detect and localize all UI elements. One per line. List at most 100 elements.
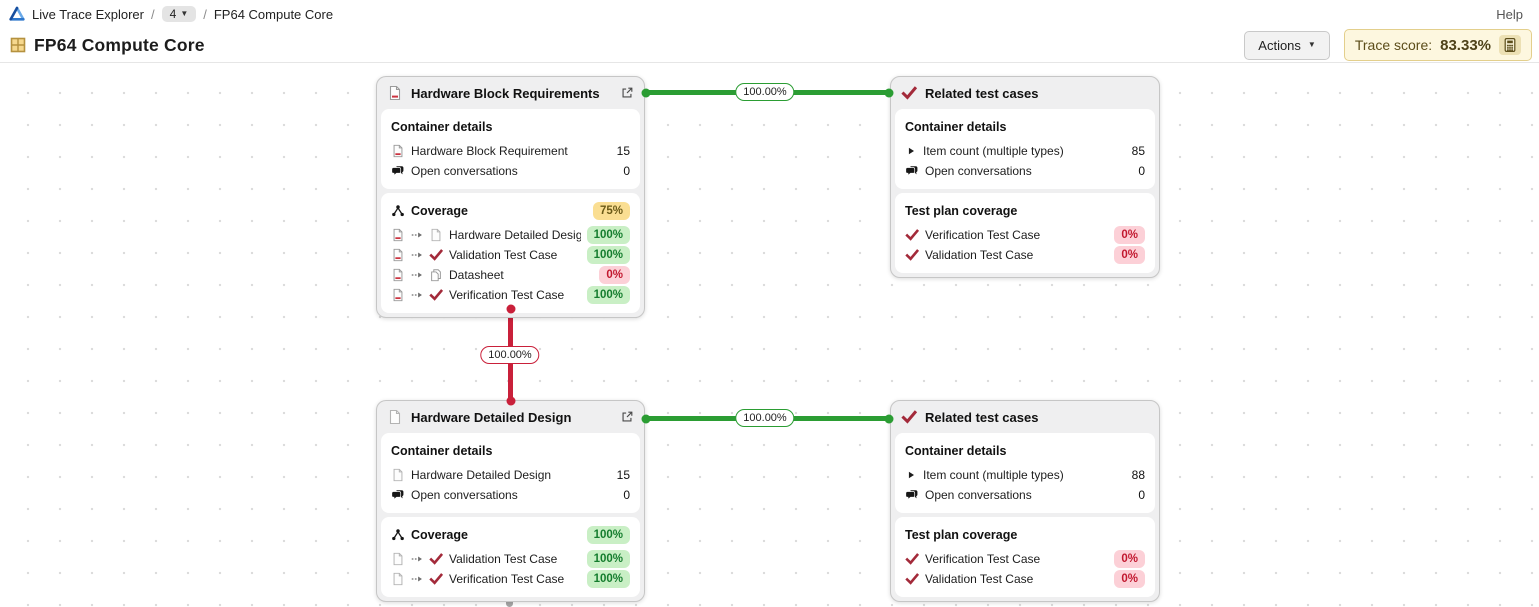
trace-score-label: Trace score:: [1354, 37, 1433, 53]
copy-pages-icon: [429, 268, 443, 282]
container-details-section: Container details Hardware Block Require…: [381, 109, 640, 189]
actions-button-label: Actions: [1258, 37, 1301, 53]
detail-row: Open conversations 0: [391, 161, 630, 181]
trace-canvas[interactable]: [0, 62, 1539, 607]
set-grid-icon: [10, 37, 26, 53]
coverage-badge: 100%: [586, 550, 630, 568]
actions-button[interactable]: Actions ▼: [1244, 30, 1330, 60]
document-red-underline-icon: [391, 228, 405, 242]
chevron-down-icon: ▼: [1307, 40, 1316, 49]
connector-endpoint-dot: [506, 396, 515, 406]
connector-score-pill: 100.00%: [735, 409, 795, 427]
detail-row: Hardware Block Requirement 15: [391, 141, 630, 161]
coverage-badge: 0%: [599, 266, 630, 284]
row-label: Open conversations: [925, 488, 1032, 502]
coverage-row: Verification Test Case 0%: [905, 225, 1145, 245]
row-label: Validation Test Case: [449, 552, 558, 566]
detail-row: Open conversations 0: [391, 485, 630, 505]
section-heading-label: Coverage: [411, 204, 468, 218]
document-icon: [387, 409, 403, 425]
coverage-badge: 100%: [586, 526, 630, 544]
card-related-test-cases-bottom[interactable]: Related test cases Container details Ite…: [890, 400, 1160, 602]
test-plan-coverage-section: Test plan coverage Verification Test Cas…: [895, 193, 1155, 273]
breadcrumb-app[interactable]: Live Trace Explorer: [32, 6, 144, 22]
row-value: 0: [623, 488, 630, 502]
test-plan-coverage-section: Test plan coverage Verification Test Cas…: [895, 517, 1155, 597]
calculator-icon: [1502, 37, 1518, 53]
breadcrumb: Live Trace Explorer / 4 ▼ / FP64 Compute…: [0, 0, 1539, 28]
coverage-row: Verification Test Case 100%: [391, 285, 630, 305]
red-check-icon: [905, 572, 919, 586]
connector-score-pill: 100.00%: [735, 83, 795, 101]
container-details-section: Container details Hardware Detailed Desi…: [381, 433, 640, 513]
connector-endpoint-dot: [641, 88, 651, 97]
row-label: Item count (multiple types): [923, 144, 1064, 158]
trace-score-value: 83.33%: [1440, 36, 1491, 54]
external-link-icon[interactable]: [620, 410, 634, 424]
section-heading: Container details: [391, 120, 493, 134]
coverage-row: Validation Test Case 0%: [905, 245, 1145, 265]
card-title: Hardware Detailed Design: [411, 409, 572, 425]
row-label: Verification Test Case: [449, 288, 565, 302]
document-red-underline-icon: [391, 288, 405, 302]
card-hardware-block-requirements[interactable]: Hardware Block Requirements Container de…: [376, 76, 645, 318]
coverage-badge: 0%: [1114, 570, 1145, 588]
red-check-icon: [429, 552, 443, 566]
card-hardware-detailed-design[interactable]: Hardware Detailed Design Container detai…: [376, 400, 645, 602]
row-label: Validation Test Case: [925, 248, 1034, 262]
connector-endpoint-dot: [884, 88, 894, 97]
page-title: FP64 Compute Core: [34, 34, 205, 55]
title-bar: FP64 Compute Core Actions ▼ Trace score:…: [0, 28, 1539, 62]
row-value: 88: [1131, 468, 1145, 482]
document-red-underline-icon: [391, 248, 405, 262]
row-label: Verification Test Case: [925, 228, 1041, 242]
card-header: Hardware Detailed Design: [377, 401, 644, 433]
expand-triangle-icon[interactable]: [905, 145, 917, 157]
document-icon: [429, 228, 443, 242]
expand-triangle-icon[interactable]: [905, 469, 917, 481]
row-label: Verification Test Case: [925, 552, 1041, 566]
external-link-icon[interactable]: [620, 86, 634, 100]
section-heading: Container details: [905, 120, 1007, 134]
help-link[interactable]: Help: [1496, 6, 1523, 22]
detail-row: Hardware Detailed Design 15: [391, 465, 630, 485]
card-title: Related test cases: [925, 85, 1039, 101]
connector-endpoint-dot: [506, 304, 515, 314]
trace-arrow-icon: [411, 573, 423, 585]
connector-score-pill: 100.00%: [480, 346, 540, 364]
coverage-badge: 0%: [1114, 226, 1145, 244]
document-icon: [391, 552, 405, 566]
card-header: Related test cases: [891, 77, 1159, 109]
coverage-row: Validation Test Case 0%: [905, 569, 1145, 589]
breadcrumb-separator: /: [151, 6, 155, 22]
container-details-section: Container details Item count (multiple t…: [895, 433, 1155, 513]
coverage-row: Hardware Detailed Design 100%: [391, 225, 630, 245]
card-header: Hardware Block Requirements: [377, 77, 644, 109]
row-value: 85: [1131, 144, 1145, 158]
card-related-test-cases-top[interactable]: Related test cases Container details Ite…: [890, 76, 1160, 278]
conversations-icon: [905, 164, 919, 178]
detail-row: Item count (multiple types) 88: [905, 465, 1145, 485]
breadcrumb-separator: /: [203, 6, 207, 22]
coverage-section: Coverage 75% Hardware Detailed Design 10…: [381, 193, 640, 313]
conversations-icon: [391, 488, 405, 502]
document-icon: [391, 468, 405, 482]
red-check-icon: [429, 572, 443, 586]
detail-row: Item count (multiple types) 85: [905, 141, 1145, 161]
row-label: Hardware Detailed Design: [449, 228, 581, 242]
row-label: Hardware Block Requirement: [411, 144, 568, 158]
row-value: 0: [623, 164, 630, 178]
red-check-icon: [429, 288, 443, 302]
coverage-row: Validation Test Case 100%: [391, 245, 630, 265]
row-label: Item count (multiple types): [923, 468, 1064, 482]
row-label: Verification Test Case: [449, 572, 565, 586]
document-icon: [391, 572, 405, 586]
trace-arrow-icon: [411, 269, 423, 281]
coverage-badge: 100%: [586, 246, 630, 264]
trace-score-box: Trace score: 83.33%: [1343, 29, 1532, 61]
coverage-row: Validation Test Case 100%: [391, 549, 630, 569]
calculator-button[interactable]: [1499, 35, 1521, 55]
breadcrumb-version-dropdown[interactable]: 4 ▼: [161, 6, 197, 22]
chevron-down-icon: ▼: [180, 9, 189, 18]
section-heading: Coverage 100%: [391, 526, 630, 544]
